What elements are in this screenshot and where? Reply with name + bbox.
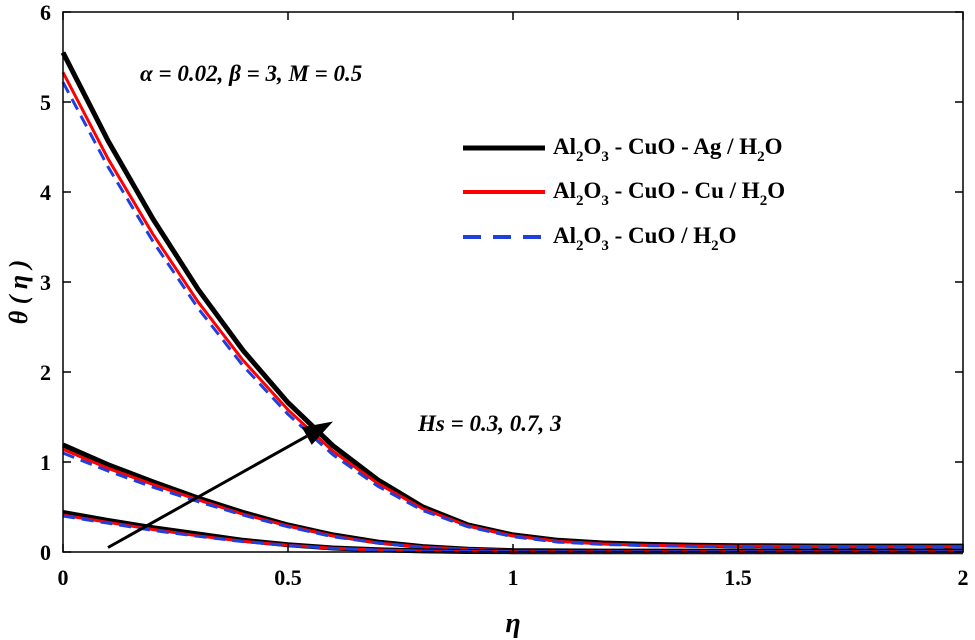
parameters-annotation: α = 0.02, β = 3, M = 0.5	[140, 61, 362, 86]
legend: Al2O3 - CuO - Ag / H2O Al2O3 - CuO - Cu /…	[463, 134, 785, 254]
y-axis-ticks: 0 1 2 3 4 5 6	[40, 0, 963, 565]
y-tick-label: 5	[40, 90, 51, 115]
x-tick-label: 2	[958, 565, 969, 590]
annotation-arrow-layer	[107, 421, 333, 549]
x-tick-label: 1.5	[724, 565, 752, 590]
y-tick-label: 4	[40, 180, 51, 205]
series-line-2	[61, 71, 963, 549]
series-line-3	[61, 81, 963, 549]
legend-label-1: Al2O3 - CuO - Ag / H2O	[553, 134, 783, 165]
y-tick-label: 2	[40, 360, 51, 385]
y-tick-label: 1	[40, 450, 51, 475]
legend-label-2: Al2O3 - CuO - Cu / H2O	[553, 178, 785, 209]
legend-label-3: Al2O3 - CuO / H2O	[553, 223, 737, 254]
x-tick-label: 0.5	[274, 565, 302, 590]
y-axis-title: θ ( η )	[4, 260, 33, 325]
x-tick-label: 0	[58, 565, 69, 590]
y-tick-label: 6	[40, 0, 51, 25]
y-tick-label: 0	[40, 540, 51, 565]
hs-annotation: Hs = 0.3, 0.7, 3	[417, 411, 561, 436]
x-axis-title: η	[505, 608, 520, 639]
annotation-arrow-shaft	[107, 434, 308, 549]
y-tick-label: 3	[40, 270, 51, 295]
annotation-arrow-head	[301, 421, 333, 445]
plot-area	[63, 12, 963, 552]
x-tick-label: 1	[508, 565, 519, 590]
x-axis-ticks: 0 0.5 1 1.5 2	[58, 12, 969, 590]
